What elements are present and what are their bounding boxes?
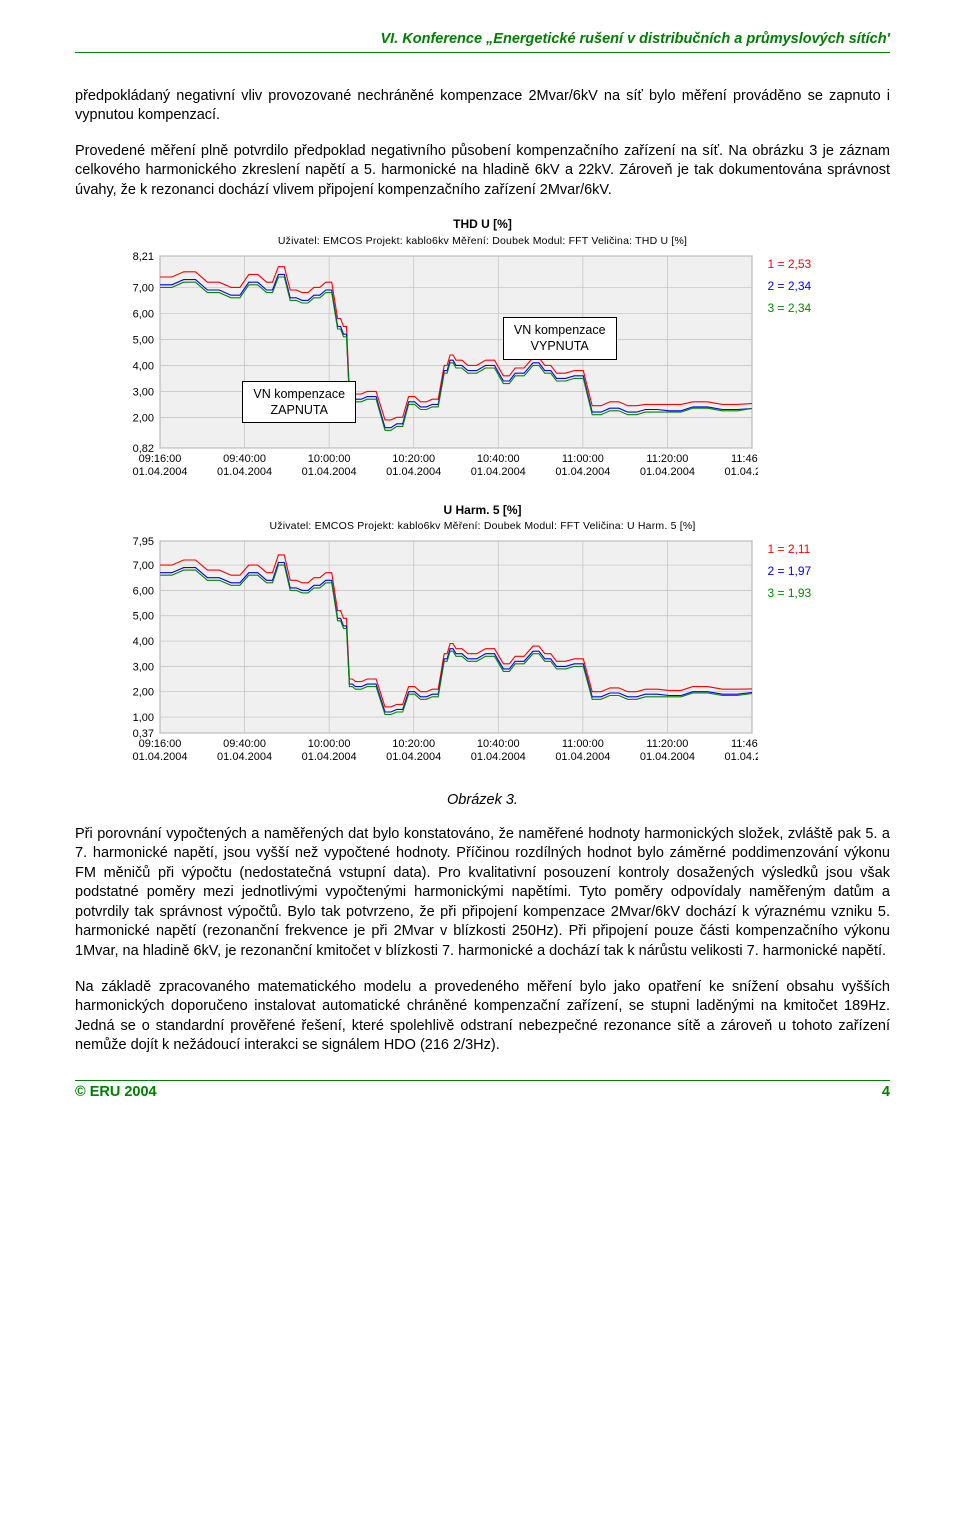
svg-text:2,00: 2,00 (132, 687, 153, 699)
svg-text:10:40:00: 10:40:00 (476, 453, 519, 465)
chart-2-title: U Harm. 5 [%] (118, 502, 848, 518)
svg-text:7,95: 7,95 (132, 537, 153, 548)
chart-1-title: THD U [%] (118, 216, 848, 232)
svg-text:10:20:00: 10:20:00 (392, 453, 435, 465)
svg-text:01.04.2004: 01.04.2004 (470, 751, 525, 763)
svg-text:01.04.2004: 01.04.2004 (639, 751, 694, 763)
svg-text:5,00: 5,00 (132, 611, 153, 623)
svg-text:11:46:01: 11:46:01 (730, 453, 757, 465)
svg-text:11:00:00: 11:00:00 (561, 453, 603, 465)
svg-text:2,00: 2,00 (132, 412, 153, 424)
svg-text:11:00:00: 11:00:00 (561, 738, 603, 750)
svg-text:01.04.2004: 01.04.2004 (724, 466, 758, 478)
chart-1-subtitle: Uživatel: EMCOS Projekt: kablo6kv Měření… (118, 234, 848, 248)
paragraph-3: Při porovnání vypočtených a naměřených d… (75, 825, 890, 962)
svg-text:11:20:00: 11:20:00 (646, 738, 688, 750)
svg-text:09:40:00: 09:40:00 (223, 453, 266, 465)
chart-box-label: VN kompenzaceZAPNUTA (242, 381, 356, 424)
chart-1-container: THD U [%] Uživatel: EMCOS Projekt: kablo… (118, 216, 848, 481)
svg-text:5,00: 5,00 (132, 334, 153, 346)
svg-text:11:46:01: 11:46:01 (730, 738, 757, 750)
svg-text:01.04.2004: 01.04.2004 (217, 466, 272, 478)
svg-text:6,00: 6,00 (132, 585, 153, 597)
svg-text:4,00: 4,00 (132, 636, 153, 648)
legend-item: 2 = 1,97 (768, 563, 812, 579)
page-footer: © ERU 2004 4 (75, 1080, 890, 1103)
svg-text:09:40:00: 09:40:00 (223, 738, 266, 750)
paragraph-1: předpokládaný negativní vliv provozované… (75, 87, 890, 126)
svg-text:1,00: 1,00 (132, 712, 153, 724)
legend-item: 1 = 2,11 (768, 541, 812, 557)
svg-text:10:40:00: 10:40:00 (476, 738, 519, 750)
figure-caption: Obrázek 3. (75, 791, 890, 811)
legend-item: 3 = 2,34 (768, 300, 812, 316)
svg-text:01.04.2004: 01.04.2004 (470, 466, 525, 478)
svg-text:01.04.2004: 01.04.2004 (386, 751, 441, 763)
svg-text:8,21: 8,21 (132, 252, 153, 263)
legend-item: 1 = 2,53 (768, 256, 812, 272)
svg-text:10:00:00: 10:00:00 (307, 453, 350, 465)
svg-text:01.04.2004: 01.04.2004 (132, 466, 187, 478)
svg-text:01.04.2004: 01.04.2004 (301, 466, 356, 478)
svg-text:01.04.2004: 01.04.2004 (724, 751, 758, 763)
footer-left: © ERU 2004 (75, 1083, 157, 1103)
page-header: VI. Konference „Energetické rušení v dis… (75, 30, 890, 53)
paragraph-4: Na základě zpracovaného matematického mo… (75, 978, 890, 1056)
svg-text:01.04.2004: 01.04.2004 (639, 466, 694, 478)
svg-text:10:20:00: 10:20:00 (392, 738, 435, 750)
chart-1-plot: 0,822,003,004,005,006,007,008,2109:16:00… (118, 252, 758, 482)
chart-2-plot: 0,371,002,003,004,005,006,007,007,9509:1… (118, 537, 758, 767)
svg-text:01.04.2004: 01.04.2004 (386, 466, 441, 478)
svg-text:01.04.2004: 01.04.2004 (555, 466, 610, 478)
paragraph-2: Provedené měření plně potvrdilo předpokl… (75, 142, 890, 201)
svg-text:3,00: 3,00 (132, 661, 153, 673)
svg-text:6,00: 6,00 (132, 308, 153, 320)
svg-text:7,00: 7,00 (132, 282, 153, 294)
footer-right: 4 (882, 1083, 890, 1103)
svg-text:01.04.2004: 01.04.2004 (132, 751, 187, 763)
svg-text:4,00: 4,00 (132, 360, 153, 372)
chart-2-container: U Harm. 5 [%] Uživatel: EMCOS Projekt: k… (118, 502, 848, 767)
svg-text:09:16:00: 09:16:00 (138, 453, 181, 465)
svg-text:01.04.2004: 01.04.2004 (301, 751, 356, 763)
svg-text:10:00:00: 10:00:00 (307, 738, 350, 750)
chart-1-legend: 1 = 2,53 2 = 2,34 3 = 2,34 (758, 252, 812, 323)
svg-text:11:20:00: 11:20:00 (646, 453, 688, 465)
svg-text:01.04.2004: 01.04.2004 (217, 751, 272, 763)
legend-item: 2 = 2,34 (768, 278, 812, 294)
chart-2-legend: 1 = 2,11 2 = 1,97 3 = 1,93 (758, 537, 812, 608)
svg-text:3,00: 3,00 (132, 386, 153, 398)
svg-text:09:16:00: 09:16:00 (138, 738, 181, 750)
chart-2-subtitle: Uživatel: EMCOS Projekt: kablo6kv Měření… (118, 519, 848, 533)
legend-item: 3 = 1,93 (768, 585, 812, 601)
svg-text:01.04.2004: 01.04.2004 (555, 751, 610, 763)
chart-box-label: VN kompenzaceVYPNUTA (503, 317, 617, 360)
svg-text:7,00: 7,00 (132, 560, 153, 572)
